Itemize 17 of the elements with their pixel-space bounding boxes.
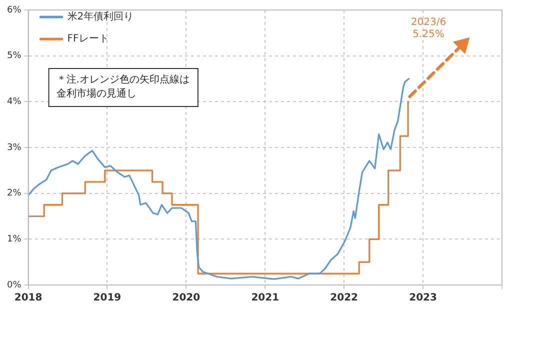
x-tick-label: 2020: [172, 292, 200, 304]
y-tick-label: 5%: [6, 51, 22, 62]
x-tick-label: 2022: [330, 292, 358, 304]
y-tick-label: 4%: [6, 97, 22, 108]
y-tick-label: 0%: [6, 280, 22, 290]
annotation: ＊注.オレンジ色の矢印点線は金利市場の見通し: [56, 74, 190, 100]
x-tick-label: 2019: [93, 292, 122, 304]
x-tick-label: 2023: [409, 292, 437, 304]
annotation: 2023/6 5.25%: [410, 16, 446, 40]
y-tick-label: 1%: [6, 234, 22, 245]
legend-label: 米2年債利回り: [67, 10, 134, 23]
x-tick-label: 2021: [251, 292, 280, 304]
y-tick-label: 2%: [6, 188, 22, 199]
y-tick-label: 6%: [6, 5, 22, 16]
y-tick-label: 3%: [6, 142, 22, 153]
x-tick-label: 2018: [14, 292, 42, 304]
legend-label: FFレート: [67, 34, 109, 45]
